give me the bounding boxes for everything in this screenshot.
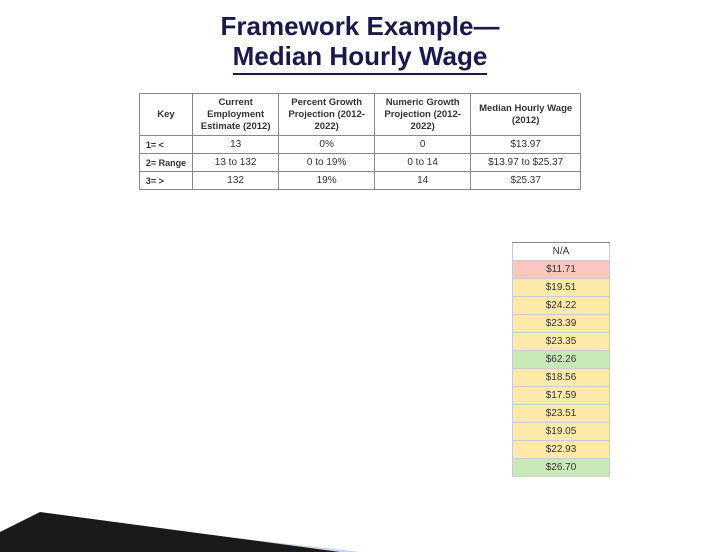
col-pct: Percent Growth Projection (2012-2022) <box>279 93 375 136</box>
wage-cell: $23.51 <box>512 405 610 423</box>
key-table-body: 1= < 13 0% 0 $13.97 2= Range 13 to 132 0… <box>139 136 580 190</box>
wage-cell: $19.51 <box>512 279 610 297</box>
title-line-1: Framework Example— <box>221 11 500 41</box>
cell: 13 to 132 <box>193 154 279 172</box>
table-row: 2= Range 13 to 132 0 to 19% 0 to 14 $13.… <box>139 154 580 172</box>
wage-cell: $18.56 <box>512 369 610 387</box>
cell: 19% <box>279 172 375 190</box>
median-wage-column: N/A$11.71$19.51$24.22$23.39$23.35$62.26$… <box>512 242 610 477</box>
wage-cell: $62.26 <box>512 351 610 369</box>
slide-decor-swoosh <box>0 492 360 552</box>
cell: 0 to 14 <box>375 154 471 172</box>
cell: 0% <box>279 136 375 154</box>
key-definitions-table: Key Current Employment Estimate (2012) P… <box>139 93 581 191</box>
cell: 132 <box>193 172 279 190</box>
wage-cell: $17.59 <box>512 387 610 405</box>
wage-cell: $26.70 <box>512 459 610 477</box>
row-label: 1= < <box>139 136 192 154</box>
cell: $25.37 <box>471 172 581 190</box>
wage-cell: $22.93 <box>512 441 610 459</box>
cell: 0 <box>375 136 471 154</box>
col-num: Numeric Growth Projection (2012-2022) <box>375 93 471 136</box>
wage-cell: $23.39 <box>512 315 610 333</box>
wage-cell: $23.35 <box>512 333 610 351</box>
row-label: 2= Range <box>139 154 192 172</box>
cell: 0 to 19% <box>279 154 375 172</box>
wage-cell: N/A <box>512 243 610 261</box>
col-key: Key <box>139 93 192 136</box>
cell: $13.97 to $25.37 <box>471 154 581 172</box>
wage-cell: $19.05 <box>512 423 610 441</box>
col-emp: Current Employment Estimate (2012) <box>193 93 279 136</box>
row-label: 3= > <box>139 172 192 190</box>
table-row: 1= < 13 0% 0 $13.97 <box>139 136 580 154</box>
cell: 13 <box>193 136 279 154</box>
cell: 14 <box>375 172 471 190</box>
cell: $13.97 <box>471 136 581 154</box>
col-wage: Median Hourly Wage (2012) <box>471 93 581 136</box>
slide-title: Framework Example— Median Hourly Wage <box>0 12 720 75</box>
wage-cell: $11.71 <box>512 261 610 279</box>
title-line-2: Median Hourly Wage <box>233 42 488 75</box>
table-row: 3= > 132 19% 14 $25.37 <box>139 172 580 190</box>
wage-cell: $24.22 <box>512 297 610 315</box>
key-table-header-row: Key Current Employment Estimate (2012) P… <box>139 93 580 136</box>
